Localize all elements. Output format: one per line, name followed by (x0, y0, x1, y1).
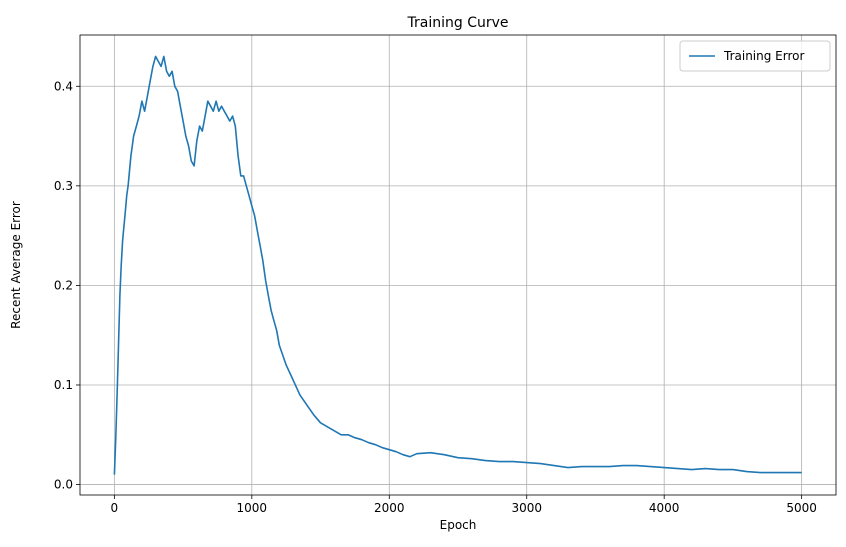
x-tick-label: 3000 (511, 501, 542, 515)
x-axis-label: Epoch (440, 518, 477, 532)
legend: Training Error (679, 40, 831, 72)
x-tick-label: 2000 (374, 501, 405, 515)
grid-lines (80, 35, 836, 495)
x-axis-ticks: 0 1000 2000 3000 4000 5000 (111, 495, 817, 515)
x-tick-label: 1000 (237, 501, 268, 515)
series-line-training-error (113, 55, 802, 475)
x-tick-label: 4000 (649, 501, 680, 515)
y-tick-label: 0.3 (54, 179, 73, 193)
chart-title: Training Curve (407, 15, 509, 31)
y-tick-label: 0.1 (54, 378, 73, 392)
plot-frame (79, 34, 837, 496)
y-axis-ticks: 0.0 0.1 0.2 0.3 0.4 (54, 79, 80, 492)
series-layer (113, 55, 802, 475)
y-axis-label: Recent Average Error (9, 201, 23, 329)
y-tick-label: 0.0 (54, 478, 73, 492)
y-tick-label: 0.4 (54, 79, 73, 93)
x-tick-label: 5000 (786, 501, 817, 515)
legend-box (679, 40, 831, 72)
y-tick-label: 0.2 (54, 278, 73, 292)
legend-label-training-error: Training Error (723, 49, 804, 63)
x-tick-label: 0 (111, 501, 119, 515)
